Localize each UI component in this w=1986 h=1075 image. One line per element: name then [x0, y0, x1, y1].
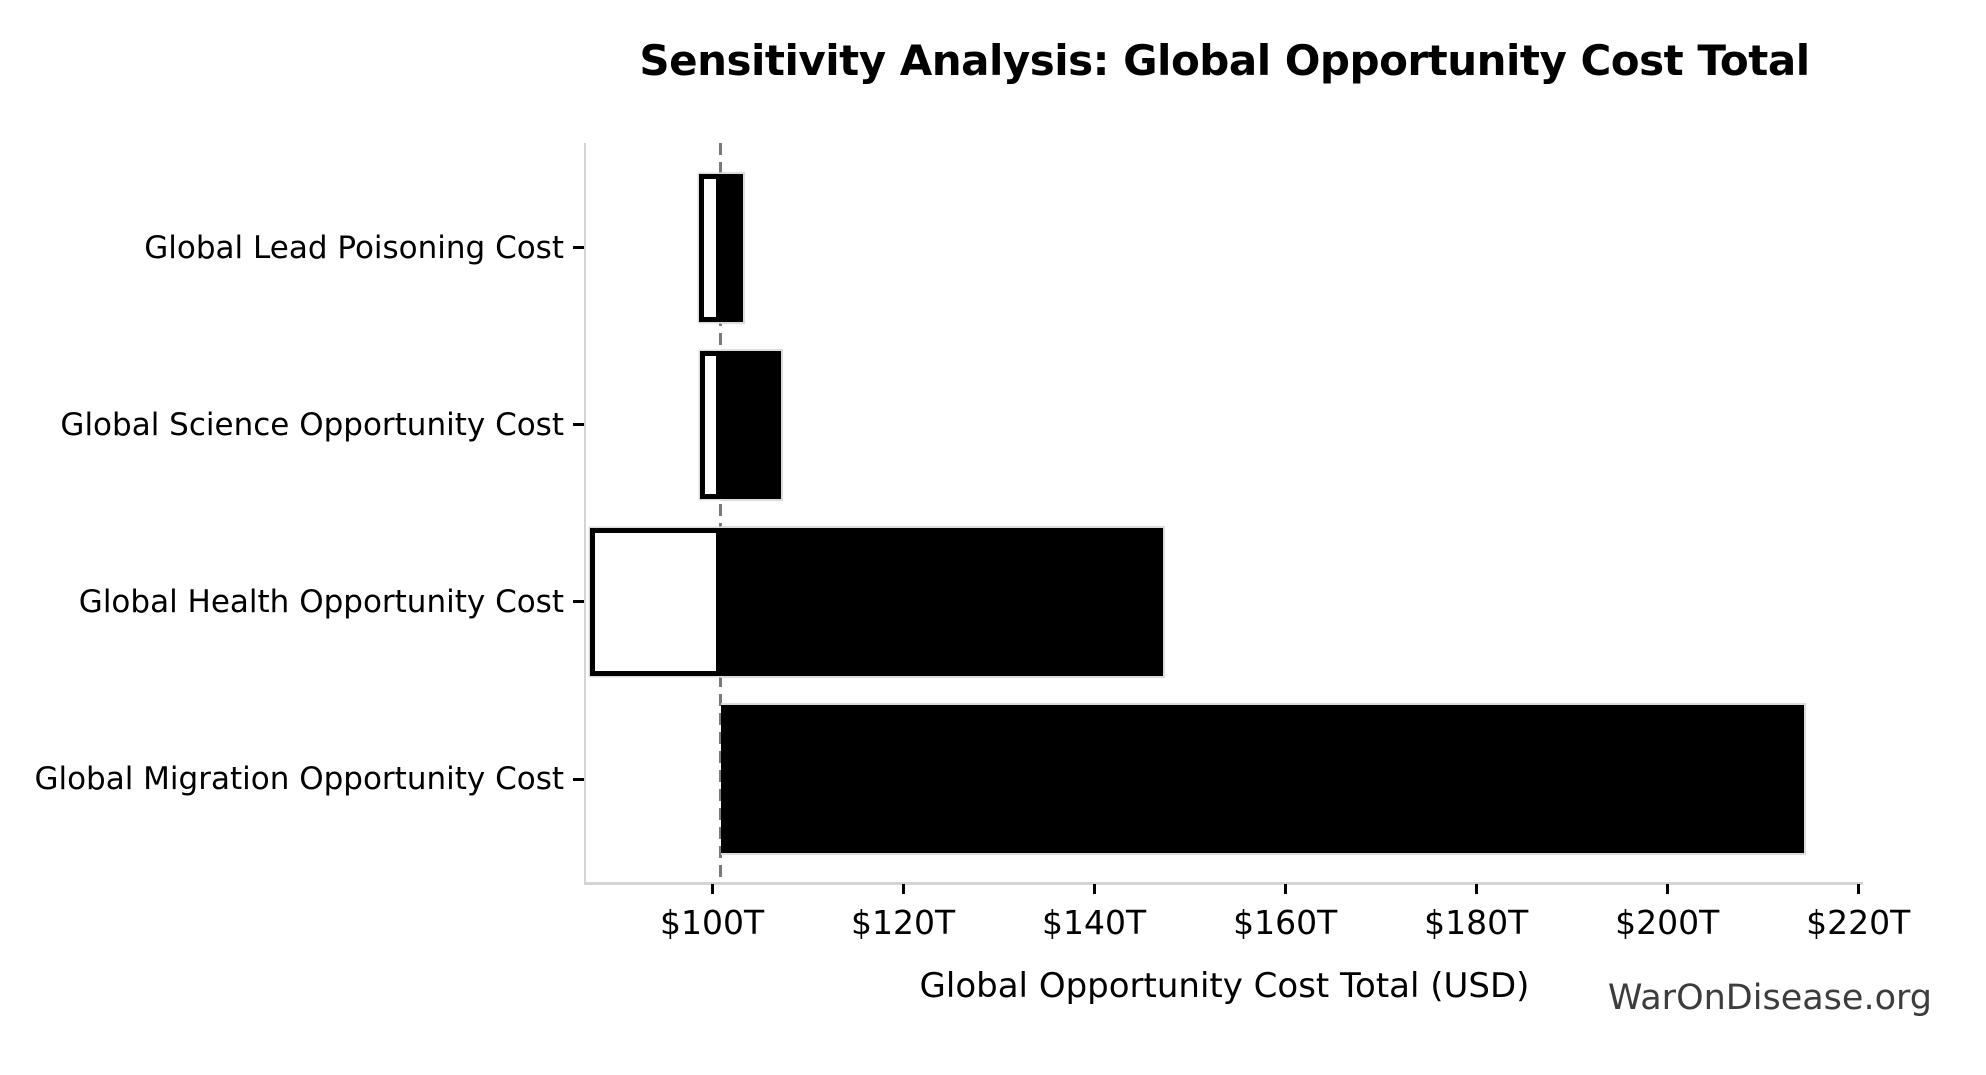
high-estimate-bar	[720, 171, 745, 324]
x-tick-mark	[901, 884, 905, 894]
watermark-text: WarOnDisease.org	[1607, 978, 1932, 1018]
x-tick-mark	[1474, 884, 1478, 894]
y-axis-line	[584, 143, 586, 884]
x-axis-line	[584, 882, 1863, 885]
high-estimate-bar	[720, 348, 783, 501]
x-tick-label: $220T	[1806, 903, 1911, 942]
category-label: Global Health Opportunity Cost	[78, 583, 564, 620]
high-estimate-bar	[720, 525, 1165, 678]
baseline-dashed-line	[719, 143, 723, 882]
y-tick-mark	[573, 423, 584, 427]
y-tick-mark	[573, 600, 584, 604]
chart-title: Sensitivity Analysis: Global Opportunity…	[639, 36, 1810, 85]
x-tick-label: $160T	[1233, 903, 1338, 942]
plot-area	[584, 143, 1863, 885]
y-tick-mark	[573, 777, 584, 781]
x-axis-title: Global Opportunity Cost Total (USD)	[919, 966, 1530, 1006]
x-tick-label: $100T	[660, 903, 765, 942]
x-tick-mark	[1665, 884, 1669, 894]
x-tick-label: $200T	[1615, 903, 1720, 942]
low-estimate-bar	[699, 350, 721, 499]
low-estimate-bar	[698, 173, 721, 322]
x-tick-label: $180T	[1424, 903, 1529, 942]
y-tick-mark	[573, 246, 584, 249]
x-tick-label: $140T	[1042, 903, 1147, 942]
x-tick-mark	[1856, 884, 1860, 894]
high-estimate-bar	[720, 703, 1806, 856]
category-label: Global Science Opportunity Cost	[60, 406, 564, 443]
x-tick-mark	[710, 884, 714, 894]
x-tick-mark	[1283, 884, 1287, 894]
category-label: Global Lead Poisoning Cost	[144, 229, 564, 266]
low-estimate-bar	[589, 527, 721, 676]
x-tick-label: $120T	[851, 903, 956, 942]
x-tick-mark	[1092, 884, 1096, 894]
category-label: Global Migration Opportunity Cost	[34, 761, 564, 798]
